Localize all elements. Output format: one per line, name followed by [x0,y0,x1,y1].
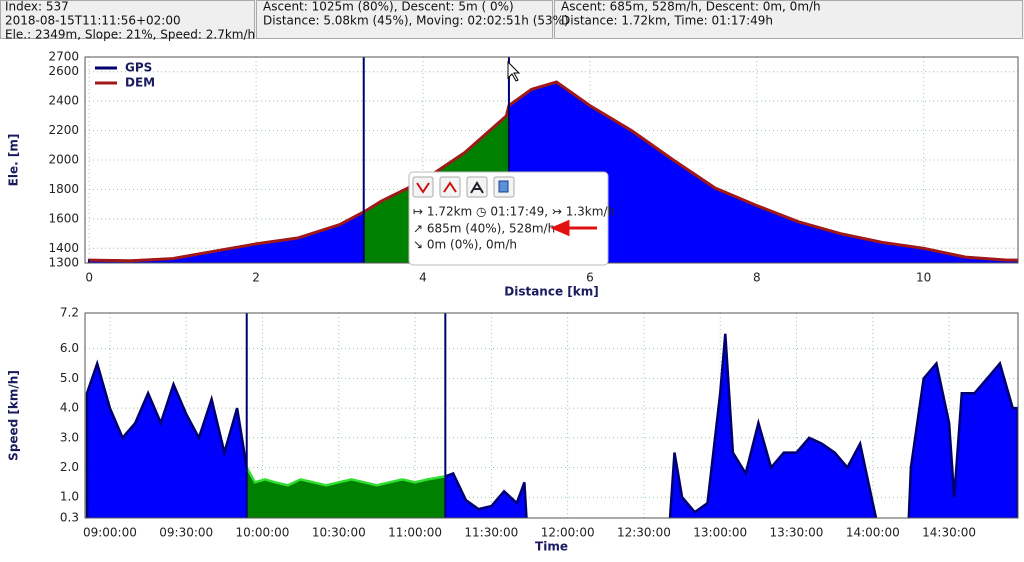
x-tick-label: 2 [252,271,260,285]
y-tick-label: 3.0 [60,430,79,444]
y-tick-label: 1400 [48,241,79,255]
icon-button[interactable] [466,176,488,198]
x-tick-label: 4 [419,271,427,285]
y-tick-label: 2700 [48,50,79,64]
x-tick-label: 09:00:00 [83,526,137,540]
y-tick-label: 1300 [48,256,79,270]
x-tick-label: 6 [586,271,594,285]
popup-line: ↦ 1.72km ◷ 01:17:49, ↣ 1.3km/h [413,205,615,219]
x-tick-label: 14:30:00 [922,526,976,540]
y-tick-label: 4.0 [60,401,79,415]
icon-button[interactable] [439,176,461,198]
y-axis-title: Speed [km/h] [7,370,21,461]
y-tick-label: 1600 [48,211,79,225]
x-tick-label: 13:30:00 [770,526,824,540]
header: Index: 5372018-08-15T11:11:56+02:00Ele.:… [5,0,821,42]
info-line: Ascent: 685m, 528m/h, Descent: 0m, 0m/h [561,0,821,14]
info-line: Index: 537 [5,0,69,14]
legend-label: GPS [125,61,152,75]
info-line: Ascent: 1025m (80%), Descent: 5m ( 0%) [263,0,514,14]
y-tick-label: 5.0 [60,371,79,385]
icon-button[interactable] [412,176,434,198]
x-tick-label: 14:00:00 [846,526,900,540]
x-tick-label: 10 [916,271,931,285]
icon [443,181,457,193]
x-tick-label: 12:00:00 [541,526,595,540]
plot-frame [84,312,1019,519]
plot [85,333,1018,518]
x-tick-label: 10:30:00 [312,526,366,540]
mouse-cursor [507,60,521,82]
y-axis-title: Ele. [m] [7,134,21,187]
y-tick-label: 2600 [48,64,79,78]
x-tick-label: 10:00:00 [236,526,290,540]
x-tick-label: 11:00:00 [388,526,442,540]
x-tick-label: 11:30:00 [464,526,518,540]
y-tick-label: 0.3 [60,511,79,525]
icon [498,180,509,193]
icon [470,181,484,194]
header-bar [0,0,1024,39]
chart: 0.3 1.0 2.0 3.0 4.0 5.0 6.0 7.2 09:00:00 09:30:00… [7,306,1019,554]
y-tick-label: 1800 [48,182,79,196]
x-tick-label: 13:00:00 [693,526,747,540]
red-arrow [550,219,597,237]
popup-line: ↘ 0m (0%), 0m/h [413,238,517,252]
legend-label: DEM [125,76,155,90]
panel [256,0,553,39]
y-tick-label: 2000 [48,153,79,167]
x-tick-label: 12:30:00 [617,526,671,540]
info-line: Distance: 1.72km, Time: 01:17:49h [561,14,773,28]
info-line: 2018-08-15T11:11:56+02:00 [5,14,181,28]
popup: ↦ 1.72km ◷ 01:17:49, ↣ 1.3km/h ↗ 685m (4… [408,171,615,266]
line [89,80,1018,263]
y-tick-label: 2.0 [60,460,79,474]
panel [554,0,1023,39]
x-axis-title: Time [535,540,568,554]
x-tick-label: 09:30:00 [159,526,213,540]
area [85,333,1018,518]
x-axis-title: Distance [km] [504,285,598,299]
y-tick-label: 7.2 [60,306,79,320]
y-tick-label: 2400 [48,94,79,108]
info-line: Distance: 5.08km (45%), Moving: 02:02:51… [263,14,569,28]
y-tick-label: 1.0 [60,490,79,504]
panel [0,0,255,39]
icon [416,182,430,194]
y-tick-label: 6.0 [60,341,79,355]
x-tick-label: 0 [85,271,93,285]
x-tick-label: 8 [753,271,761,285]
y-tick-label: 2200 [48,123,79,137]
popup-line: ↗ 685m (40%), 528m/h [413,222,555,236]
info-line: Ele.: 2349m, Slope: 21%, Speed: 2.7km/h [5,28,255,42]
